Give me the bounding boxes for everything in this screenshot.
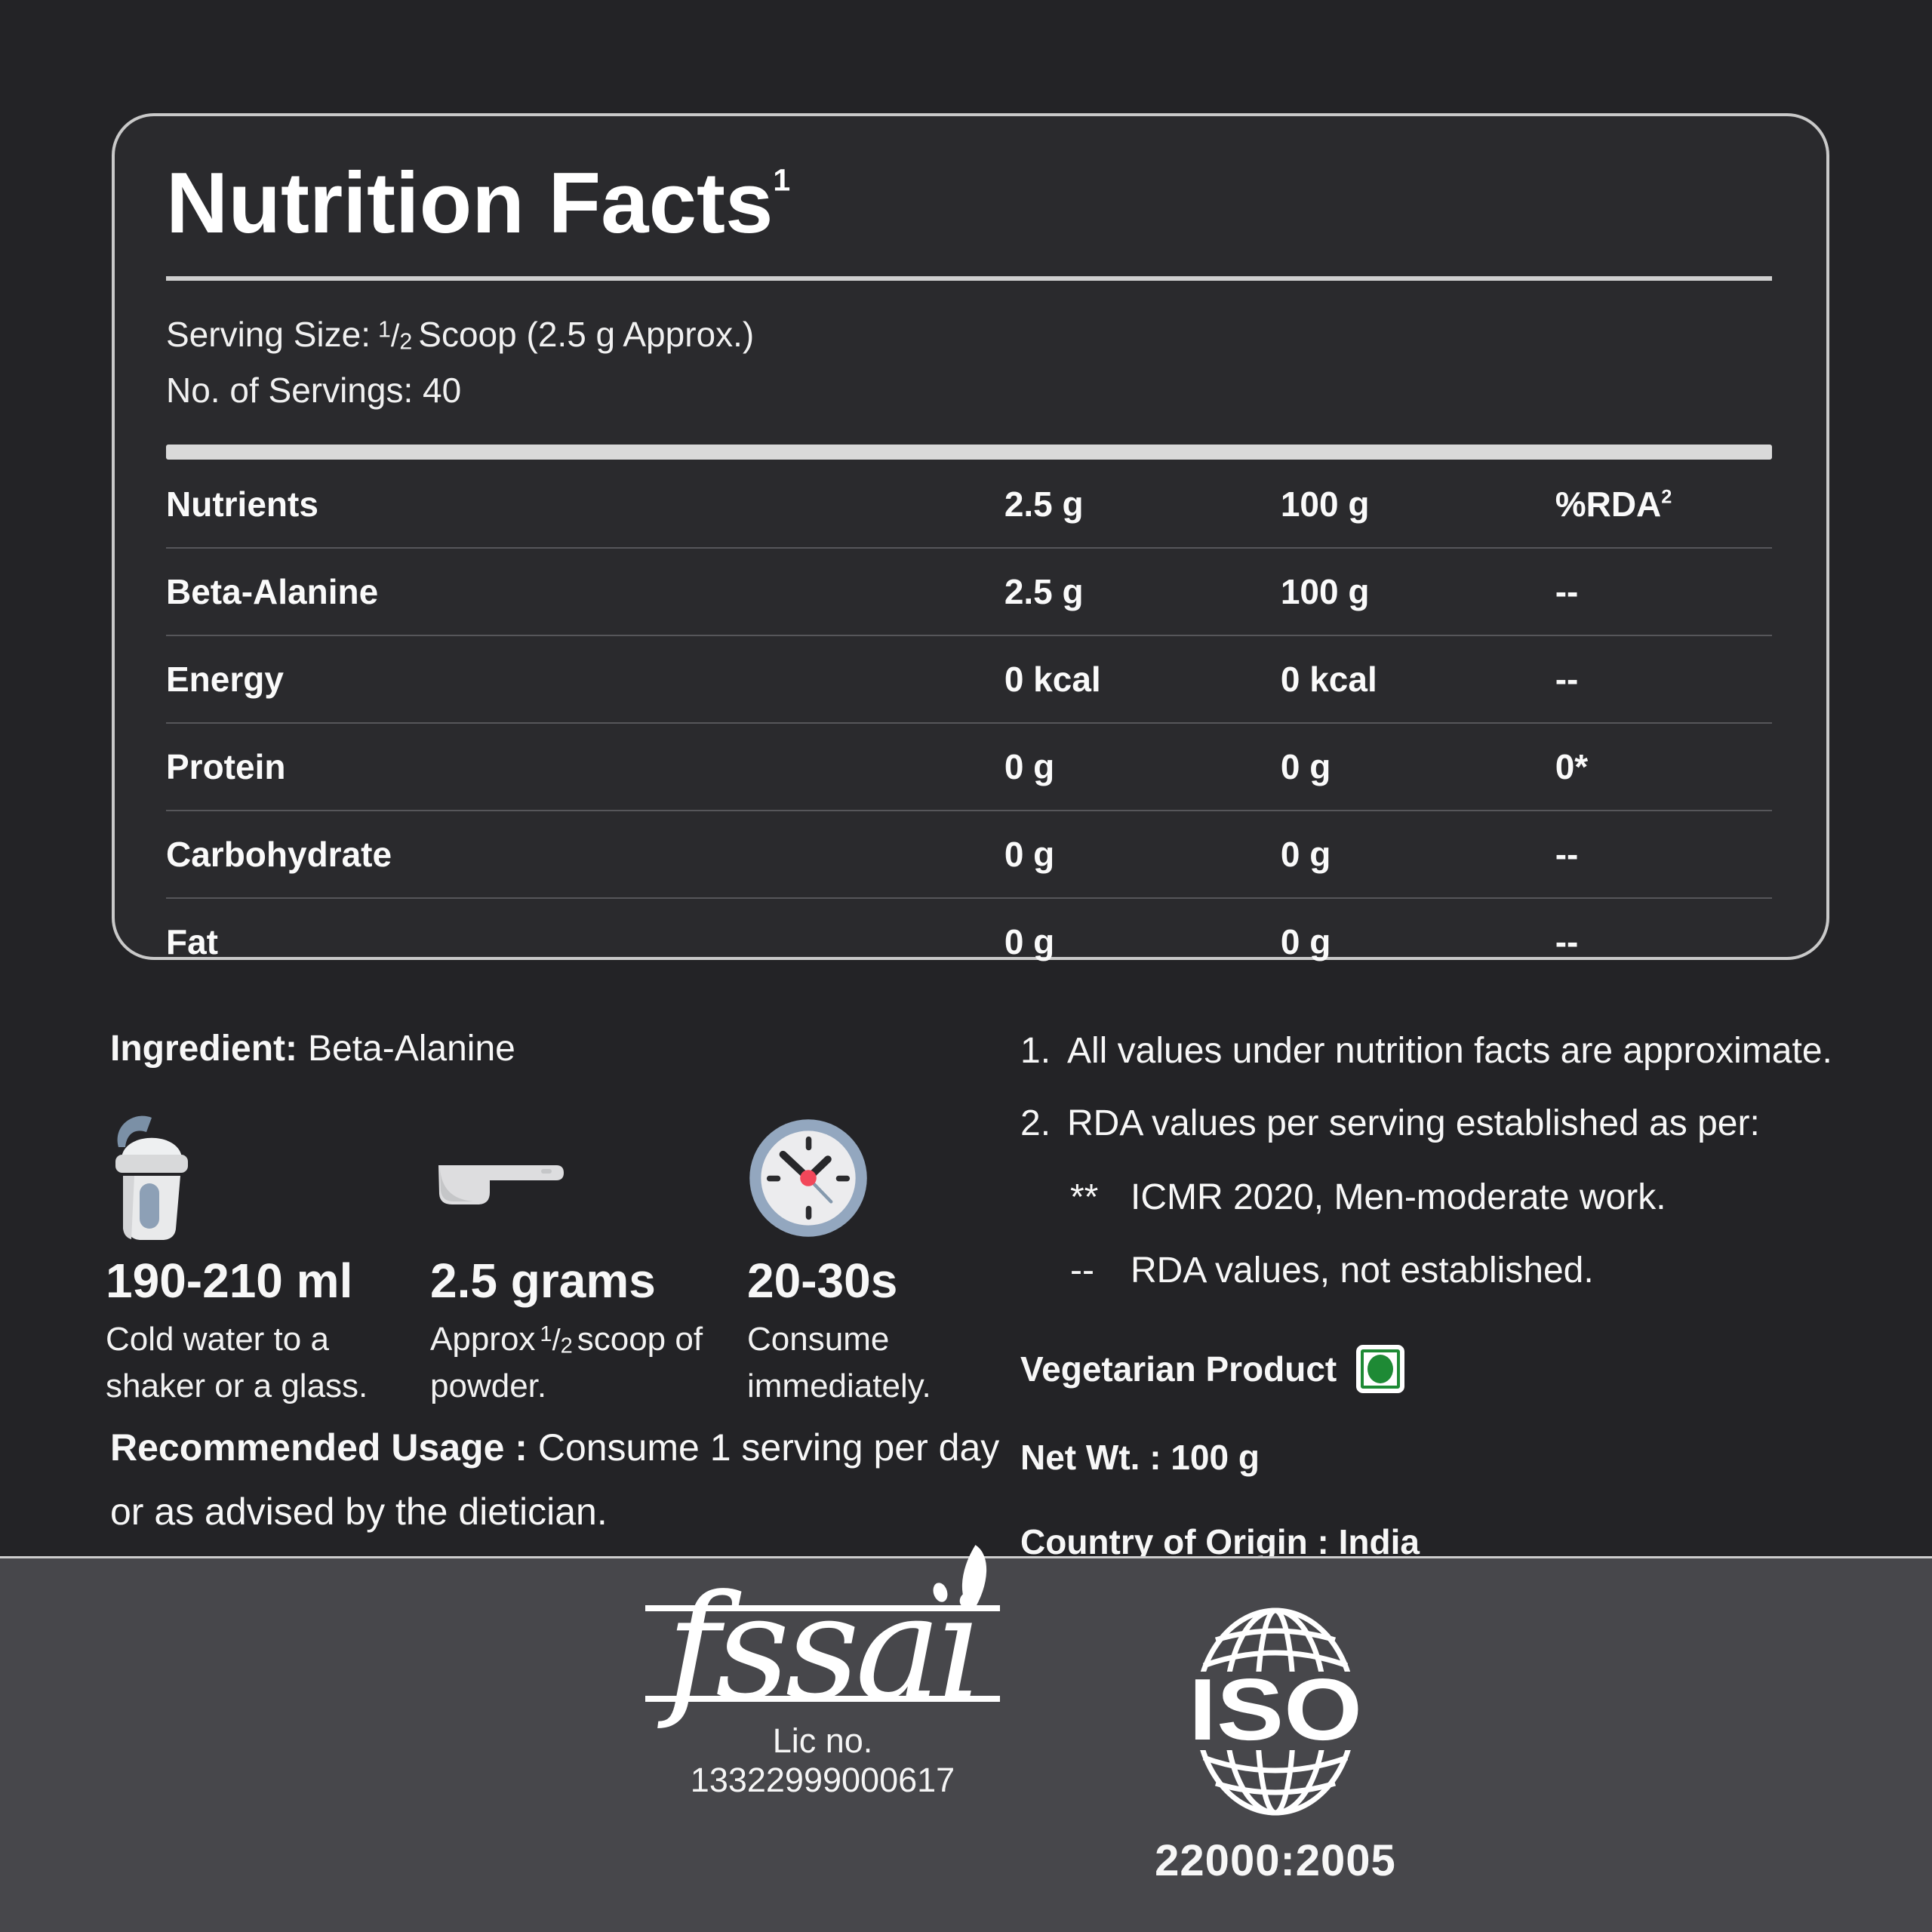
note-sub-item: -- RDA values, not established.: [1070, 1251, 1594, 1291]
certifications-footer: fssai Lic no. 13322999000617 ISO 22000:2…: [0, 1545, 1932, 1932]
title-footnote-sup: 1: [773, 162, 791, 198]
nutrient-per-serving: 0 g: [1004, 834, 1055, 874]
scoop-caption: Approx 1/2 scoop of powder.: [430, 1321, 703, 1405]
nutrient-per-100g: 0 g: [1280, 921, 1331, 961]
nutrient-per-serving: 0 kcal: [1004, 659, 1101, 699]
ingredient-label: Ingredient:: [110, 1029, 297, 1069]
vegetarian-label: Vegetarian Product: [1020, 1349, 1337, 1389]
nutrient-per-serving: 2.5 g: [1004, 571, 1084, 611]
nutrient-per-100g: 0 g: [1280, 834, 1331, 874]
rda-footnote-sup: 2: [1661, 486, 1672, 508]
nutrient-rda: --: [1555, 571, 1579, 611]
fssai-bottom-rule: [645, 1696, 1000, 1702]
nutrient-name: Fat: [166, 921, 218, 961]
serving-size-line: Serving Size: 1/2 Scoop (2.5 g Approx.): [166, 306, 1772, 363]
nutrient-rda: --: [1555, 921, 1579, 961]
clock-icon: [749, 1119, 867, 1237]
nutrient-name: Beta-Alanine: [166, 571, 379, 611]
veg-mark-icon: [1356, 1344, 1405, 1393]
nutrient-per-serving: 0 g: [1004, 746, 1055, 786]
vegetarian-row: Vegetarian Product: [1020, 1344, 1903, 1393]
step-time: 20-30s Consume immediately.: [747, 1106, 1057, 1411]
scoop-amount: 2.5 grams: [430, 1254, 656, 1308]
col-header-per-100g: 100 g: [1280, 484, 1370, 524]
table-header-row: Nutrients 2.5 g 100 g %RDA2: [166, 460, 1772, 549]
recommended-usage-label: Recommended Usage :: [110, 1426, 528, 1469]
step-scoop: 2.5 grams Approx 1/2 scoop of powder.: [430, 1106, 747, 1411]
time-amount: 20-30s: [747, 1254, 898, 1308]
country-of-origin: Country of Origin : India: [1020, 1521, 1420, 1561]
iso-standard-number: 22000:2005: [1155, 1836, 1396, 1885]
fssai-top-rule: [645, 1545, 1004, 1611]
note-sub-item: ** ICMR 2020, Men-moderate work.: [1070, 1177, 1666, 1218]
nutrient-name: Energy: [166, 659, 284, 699]
nutrient-name: Carbohydrate: [166, 834, 392, 874]
nutrition-facts-card: Nutrition Facts1 Serving Size: 1/2 Scoop (…: [112, 113, 1829, 961]
nutrient-per-100g: 100 g: [1280, 571, 1370, 611]
net-weight: Net Wt. : 100 g: [1020, 1437, 1260, 1477]
title-text: Nutrition Facts: [166, 155, 774, 251]
nutrient-per-100g: 0 kcal: [1280, 659, 1377, 699]
recommended-usage: Recommended Usage : Consume 1 serving pe…: [110, 1416, 1012, 1544]
time-caption: Consume immediately.: [747, 1321, 931, 1405]
nutrient-rda: 0*: [1555, 746, 1589, 786]
ingredient-line: Ingredient: Beta-Alanine: [110, 1028, 515, 1069]
serving-size-value: Scoop (2.5 g Approx.): [418, 314, 755, 354]
page-title: Nutrition Facts1: [166, 158, 1772, 249]
serving-size-label: Serving Size:: [166, 314, 371, 354]
table-row: Fat 0 g 0 g --: [166, 899, 1772, 985]
col-header-rda: %RDA2: [1555, 484, 1672, 524]
servings-count-line: No. of Servings: 40: [166, 371, 462, 411]
nutrient-name: Protein: [166, 746, 286, 786]
water-amount: 190-210 ml: [106, 1254, 353, 1308]
half-fraction: 1/2: [378, 316, 413, 355]
water-caption: Cold water to a shaker or a glass.: [106, 1321, 368, 1405]
half-fraction: 1/2: [540, 1321, 573, 1358]
col-header-nutrients: Nutrients: [166, 484, 318, 524]
section-divider-bar: [166, 444, 1772, 460]
scoop-icon: [438, 1165, 564, 1204]
nutrient-rda: --: [1555, 834, 1579, 874]
shaker-icon: [115, 1115, 188, 1240]
table-row: Beta-Alanine 2.5 g 100 g --: [166, 549, 1772, 636]
step-water: 190-210 ml Cold water to a shaker or a g…: [106, 1106, 430, 1411]
nutrient-rda: --: [1555, 659, 1579, 699]
iso-globe-icon: ISO: [1181, 1607, 1370, 1816]
serving-info: Serving Size: 1/2 Scoop (2.5 g Approx.) No…: [166, 306, 1772, 419]
fssai-logo: fssai Lic no. 13322999000617: [645, 1545, 1004, 1800]
note-item: 1. All values under nutrition facts are a…: [1020, 1031, 1832, 1071]
nutrient-per-100g: 0 g: [1280, 746, 1331, 786]
usage-steps: 190-210 ml Cold water to a shaker or a g…: [106, 1106, 1057, 1411]
notes-column: 1. All values under nutrition facts are a…: [1020, 1025, 1903, 1562]
iso-wordmark: ISO: [1189, 1660, 1362, 1758]
nutrient-per-serving: 0 g: [1004, 921, 1055, 961]
table-row: Protein 0 g 0 g 0*: [166, 724, 1772, 811]
recommended-usage-text: Consume 1 serving per day or as advised …: [110, 1426, 1000, 1533]
title-divider: [166, 275, 1772, 281]
table-row: Carbohydrate 0 g 0 g --: [166, 811, 1772, 899]
col-header-per-serving: 2.5 g: [1004, 484, 1084, 524]
iso-logo: ISO 22000:2005: [1147, 1595, 1404, 1886]
fssai-license-number: Lic no. 13322999000617: [690, 1721, 955, 1799]
fssai-wordmark: fssai: [666, 1564, 983, 1733]
ingredient-value: Beta-Alanine: [308, 1029, 515, 1069]
note-item: 2. RDA values per serving established as …: [1020, 1103, 1760, 1143]
table-row: Energy 0 kcal 0 kcal --: [166, 636, 1772, 724]
